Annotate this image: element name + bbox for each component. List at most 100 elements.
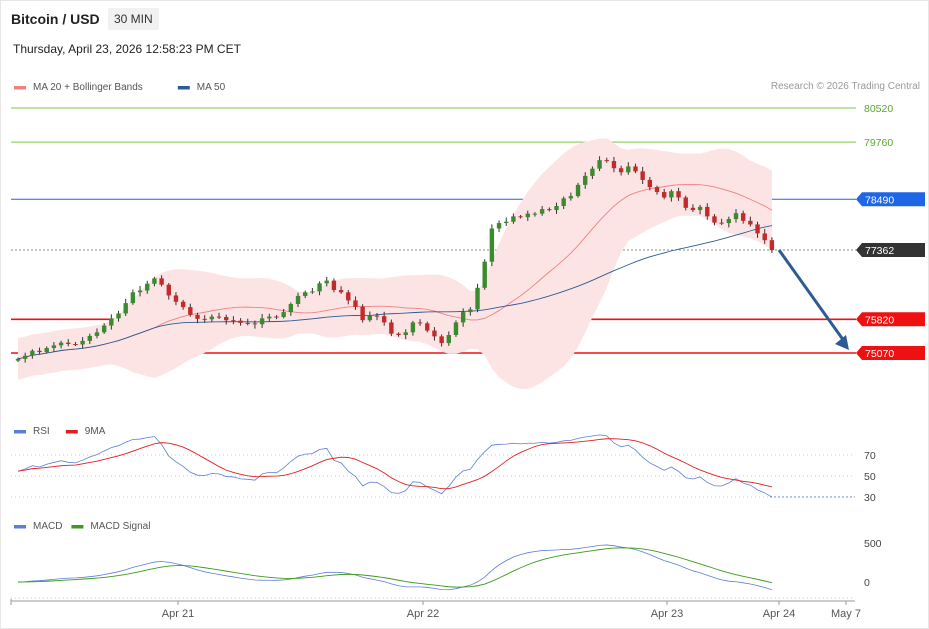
price-legend: MA 20 + Bollinger Bands MA 50 — [14, 82, 226, 93]
candle — [94, 328, 100, 339]
candle — [87, 333, 92, 345]
forecast-arrowhead — [835, 335, 849, 350]
level-label-80520: 80520 — [864, 103, 893, 115]
candle-body — [583, 175, 588, 185]
candle-body — [755, 224, 760, 234]
macd-legend: MACD MACD Signal — [14, 521, 150, 532]
candle — [367, 311, 373, 322]
candle-body — [489, 228, 495, 262]
candle — [604, 157, 609, 163]
candle-body — [252, 323, 258, 325]
candle — [446, 331, 451, 346]
candle — [152, 276, 157, 287]
candle — [202, 315, 207, 323]
candle-body — [460, 312, 466, 323]
candle-body — [547, 209, 552, 211]
candle — [338, 286, 344, 294]
candle — [618, 165, 624, 176]
candle — [209, 314, 215, 323]
candle-body — [554, 206, 559, 211]
level-tag-bg — [856, 242, 925, 257]
candle — [101, 323, 107, 334]
candle-body — [37, 350, 42, 353]
candle-body — [281, 312, 286, 318]
candle — [439, 334, 444, 347]
x-tick-label: Apr 21 — [162, 608, 194, 620]
candle — [145, 280, 150, 294]
candle-body — [209, 316, 215, 320]
level-label-79760: 79760 — [864, 137, 893, 149]
candle — [123, 298, 128, 316]
x-tick-label: Apr 24 — [763, 608, 795, 620]
macd-legend-swatch-0 — [14, 525, 26, 529]
bollinger-band-area — [18, 138, 772, 389]
rsi-ma-line — [17, 438, 772, 490]
candle-body — [152, 278, 157, 284]
macd-legend-label-0: MACD — [33, 521, 62, 532]
candle-body — [245, 322, 250, 324]
candle-body — [482, 261, 487, 288]
candle-body — [647, 179, 653, 188]
timeframe-selector[interactable]: 30 MIN — [108, 8, 159, 30]
copyright-note: Research © 2026 Trading Central — [770, 81, 920, 92]
candle-body — [654, 187, 660, 193]
candle-body — [626, 166, 631, 173]
candle-body — [231, 320, 236, 322]
candle — [755, 221, 760, 238]
candle — [15, 357, 21, 362]
candle — [654, 185, 660, 195]
candle-body — [518, 216, 523, 218]
candle-body — [590, 168, 595, 176]
rsi-line — [17, 434, 773, 498]
candle — [726, 216, 732, 228]
candle — [159, 275, 164, 287]
candle — [231, 316, 236, 325]
instrument-title: Bitcoin / USD — [11, 11, 100, 27]
candle-body — [604, 160, 609, 162]
candle — [561, 196, 566, 210]
candle — [44, 346, 49, 354]
candle — [468, 307, 473, 316]
candle-body — [166, 284, 171, 296]
candle — [274, 315, 279, 320]
candle-body — [116, 313, 121, 319]
candle-body — [267, 316, 272, 319]
candle-body — [346, 292, 351, 301]
candle — [475, 283, 480, 313]
candle-body — [44, 348, 49, 353]
candle — [697, 204, 703, 215]
candle-body — [51, 345, 57, 349]
candle — [733, 209, 739, 223]
candle-body — [561, 198, 566, 206]
candle-body — [425, 323, 430, 331]
candle — [676, 187, 681, 201]
candle-body — [640, 171, 645, 180]
candle — [547, 207, 552, 212]
candle — [30, 349, 35, 359]
candle — [712, 214, 717, 226]
candle — [496, 220, 502, 233]
candle-body — [288, 304, 294, 313]
candle — [669, 189, 674, 202]
candle — [188, 303, 193, 317]
candle — [554, 202, 559, 214]
candle-body — [317, 283, 322, 292]
level-tag-label: 75820 — [865, 314, 894, 326]
price-legend-swatch-1 — [177, 86, 190, 90]
candle — [590, 166, 595, 180]
candle — [762, 229, 767, 244]
candle — [740, 210, 746, 224]
candle — [58, 340, 64, 349]
candle — [597, 156, 602, 172]
candle-body — [396, 333, 401, 336]
candle-body — [145, 283, 150, 291]
candle-body — [511, 216, 516, 222]
candle — [769, 237, 775, 253]
candle-body — [525, 213, 530, 218]
candle — [690, 204, 696, 212]
candle — [482, 259, 487, 290]
candle — [662, 188, 667, 200]
candle-body — [360, 306, 365, 321]
candle — [295, 292, 301, 308]
